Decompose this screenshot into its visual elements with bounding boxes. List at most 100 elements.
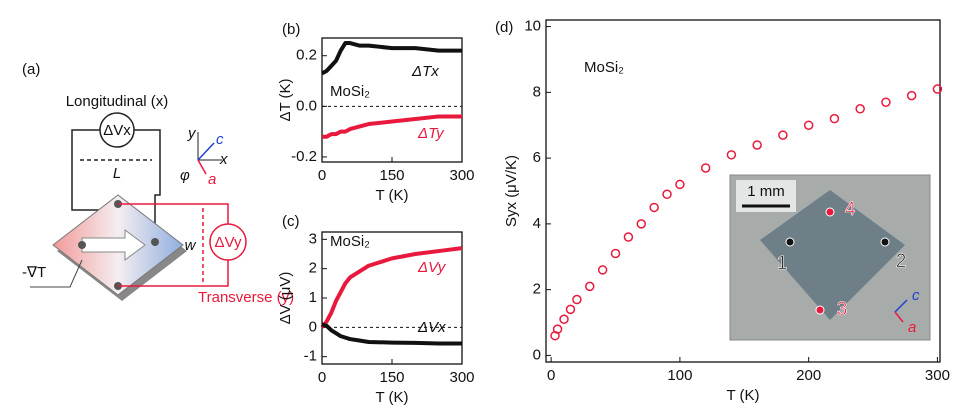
y-axis-label: Syx (μV/K) [503, 155, 520, 227]
point [636, 219, 647, 229]
label: Transverse (y) [198, 289, 294, 306]
scale-label: 1 mm [747, 183, 785, 200]
label: L [113, 165, 121, 182]
point [752, 140, 762, 150]
y-tick-label: 6 [533, 149, 541, 166]
y-tick-label: 3 [309, 230, 317, 247]
point [855, 104, 865, 114]
label: a [208, 171, 216, 188]
point [559, 314, 569, 324]
point [829, 113, 840, 124]
y-tick-label: 0.0 [296, 97, 317, 114]
contact-label: 1 [777, 253, 788, 274]
x-axis-label: T (K) [375, 187, 408, 204]
x-tick-label: 0 [318, 369, 326, 386]
x-tick-label: 200 [796, 367, 821, 384]
point [623, 232, 634, 242]
point [662, 189, 672, 200]
point [597, 265, 608, 275]
y-tick-label: -0.2 [291, 148, 317, 165]
label: c [216, 131, 224, 148]
panel-label: (b) [282, 21, 300, 38]
panel-label: (a) [22, 61, 40, 78]
label: y [187, 125, 197, 142]
panel-label: (c) [282, 213, 300, 230]
voltmeter [209, 223, 247, 261]
y-tick-label: 8 [533, 83, 541, 100]
label: -∇T [22, 264, 46, 281]
y-tick-label: 0.2 [296, 47, 317, 64]
line-series [321, 41, 462, 76]
contact [880, 237, 890, 247]
y-tick-label: 1 [309, 289, 317, 306]
x-tick-label: 150 [379, 369, 404, 386]
wire [118, 260, 229, 287]
x-tick-label: 0 [318, 167, 326, 184]
annotation: MoSi₂ [330, 233, 370, 250]
wire [118, 203, 229, 224]
panel-label: (d) [495, 19, 513, 36]
plot-frame [545, 19, 941, 363]
label: x [219, 151, 228, 168]
point [726, 150, 737, 160]
x-tick-label: 150 [379, 167, 404, 184]
panel-a: (a) Longitudinal (x) ΔVx L w ΔVy Transve… [22, 61, 294, 306]
pointer [30, 259, 83, 288]
axis [894, 311, 904, 323]
y-axis-label: ΔT (K) [277, 78, 294, 121]
contact [151, 238, 159, 246]
x-tick-label: 100 [667, 367, 692, 384]
annotation: MoSi₂ [584, 59, 624, 76]
point [572, 294, 582, 305]
point [610, 248, 621, 259]
voltmeter [99, 112, 135, 148]
contact-label: 4 [845, 199, 856, 220]
point [803, 120, 814, 130]
x-tick-label: 0 [547, 367, 555, 384]
axis-label: a [908, 319, 916, 336]
point [932, 84, 943, 94]
line-series [321, 322, 462, 346]
point [881, 97, 891, 107]
x-axis-label: T (K) [375, 389, 408, 406]
x-tick-label: 300 [449, 167, 474, 184]
line-series [322, 114, 462, 139]
label: ΔVy [215, 234, 242, 251]
series-label: ΔVy [417, 259, 447, 276]
point [585, 281, 595, 292]
x-axis-label: T (K) [726, 387, 759, 404]
y-axis-label: ΔV (μV) [277, 272, 294, 325]
x-tick-label: 300 [925, 367, 950, 384]
label: ΔVx [103, 122, 131, 139]
label: w [185, 237, 197, 254]
contact [785, 237, 795, 247]
point [778, 130, 788, 140]
annotation: MoSi₂ [330, 83, 370, 100]
wire [71, 129, 118, 211]
wire [134, 129, 161, 242]
point [675, 179, 685, 190]
label: Longitudinal (x) [66, 93, 169, 110]
point [700, 163, 711, 173]
y-tick-label: -1 [304, 348, 317, 365]
point [906, 90, 917, 101]
axis-label: c [912, 287, 920, 304]
series-label: ΔTy [417, 125, 445, 142]
contact [815, 305, 825, 315]
series-label: ΔVx [417, 319, 446, 336]
inset-sample [760, 190, 905, 320]
point [565, 304, 576, 315]
contact-label: 3 [837, 299, 848, 320]
series-label: ΔTx [411, 63, 439, 80]
contact [78, 241, 86, 249]
point [649, 202, 659, 213]
point [552, 324, 563, 334]
contact-label: 2 [896, 251, 907, 272]
y-tick-label: 2 [533, 281, 541, 298]
arrow [81, 229, 146, 261]
axis [197, 142, 215, 161]
plot-frame [321, 37, 463, 163]
y-tick-label: 0 [309, 318, 317, 335]
label: φ [180, 167, 190, 184]
